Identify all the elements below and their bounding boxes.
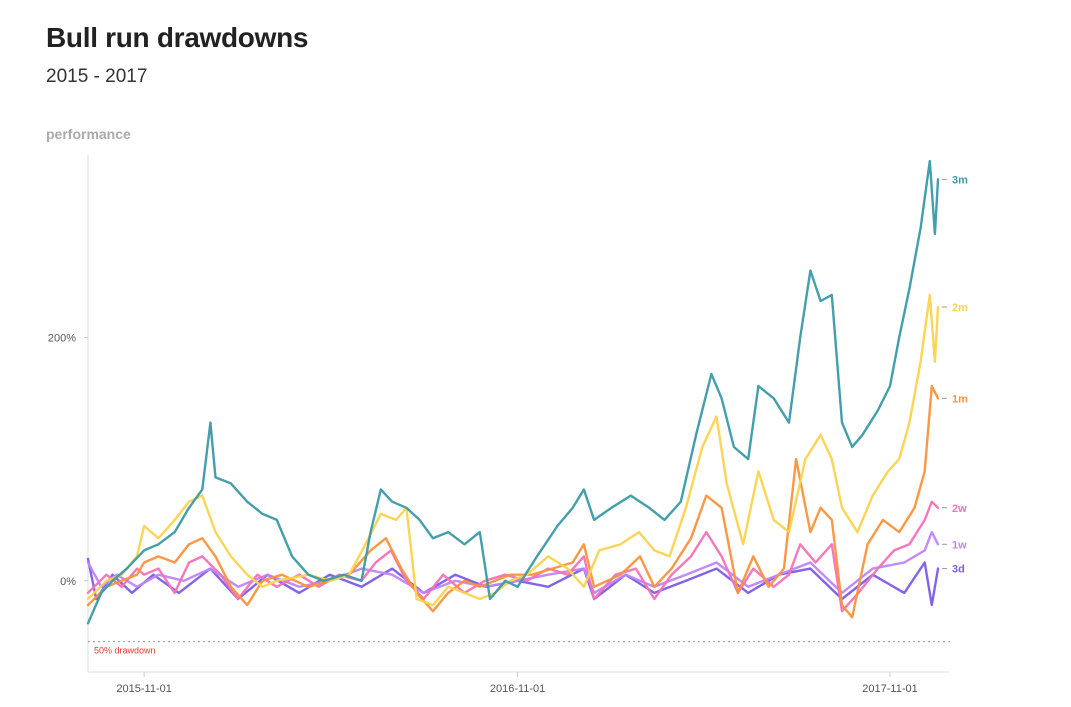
chart-subtitle: 2015 - 2017	[46, 66, 148, 87]
series-line-2w	[86, 500, 940, 613]
series-line-1w	[86, 530, 940, 595]
end-label-2m: 2m	[952, 302, 968, 314]
end-label-1m: 1m	[952, 393, 968, 405]
end-label-2w: 2w	[952, 503, 967, 515]
series-line-2m	[86, 293, 940, 607]
chart-title: Bull run drawdowns	[46, 22, 309, 53]
end-label-3m: 3m	[952, 174, 968, 186]
y-axis-label: performance	[46, 126, 131, 142]
y-tick-label: 200%	[48, 332, 76, 344]
end-label-3d: 3d	[952, 564, 965, 576]
x-tick-label: 2015-11-01	[116, 683, 171, 695]
drawdown-label: 50% drawdown	[94, 646, 156, 656]
x-tick-label: 2016-11-01	[490, 683, 545, 695]
end-label-1w: 1w	[952, 539, 967, 551]
series-line-1m	[86, 384, 940, 619]
series-line-3m	[86, 159, 940, 625]
y-tick-label: 0%	[60, 576, 76, 588]
x-tick-label: 2017-11-01	[862, 683, 917, 695]
